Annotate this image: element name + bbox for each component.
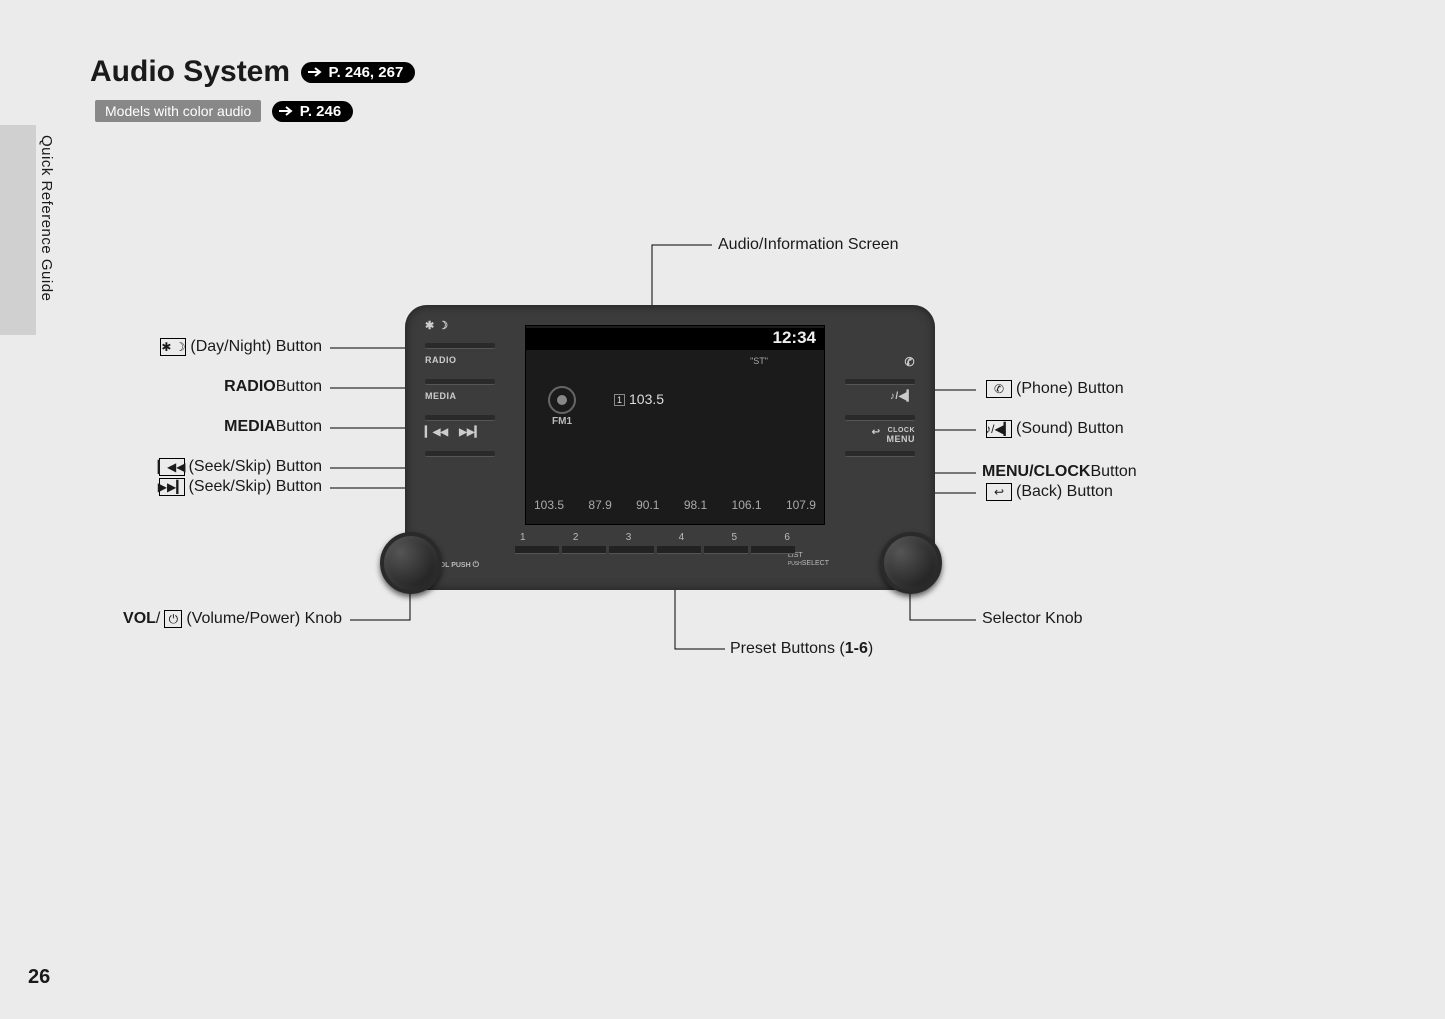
selector-knob[interactable] [880,532,942,594]
preset-button-row[interactable] [515,546,795,554]
radio-button[interactable]: RADIO [425,355,515,391]
preset-freq: 106.1 [732,498,762,512]
seek-prev-icon: ▎◀◀ [159,458,185,476]
callout-screen: Audio/Information Screen [718,236,899,254]
preset-freq-row: 103.5 87.9 90.1 98.1 106.1 107.9 [534,498,816,512]
seek-skip-buttons[interactable]: ▎◀◀ ▶▶▎ [425,427,515,463]
clock-display: 12:34 [773,328,816,348]
subtitle-ref-badge: P. 246 [272,101,353,122]
menu-clock-back-button[interactable]: ↩CLOCKMENU [825,427,915,463]
page-ref-badge: P. 246, 267 [301,62,416,83]
phone-icon: ✆ [986,380,1012,398]
preset-freq: 98.1 [684,498,707,512]
callout-back: ↩(Back) Button [982,483,1113,501]
callout-radio: RADIO Button [224,378,322,396]
arrow-icon [278,105,296,117]
subheader: Models with color audio P. 246 [95,100,353,122]
right-button-column: ✆ ♪/◀▎ ↩CLOCKMENU [825,355,915,463]
preset-numbers-row: 1 2 3 4 5 6 [520,532,790,543]
callout-menu-clock: MENU/CLOCK Button [982,463,1137,481]
arrow-icon [307,66,325,78]
seek-next-icon: ▶▶▎ [159,478,185,496]
side-label: Quick Reference Guide [38,135,55,301]
page-ref-text: P. 246, 267 [329,64,404,81]
callout-day-night: ✱ ☽(Day/Night) Button [156,338,322,356]
page-title: Audio System [90,55,290,89]
callout-seek-next: ▶▶▎(Seek/Skip) Button [155,478,322,496]
callout-vol-knob: VOL/⏻(Volume/Power) Knob [123,610,342,628]
info-screen: 12:34 "ST" FM1 1103.5 103.5 87.9 90.1 98… [525,325,825,525]
subtitle-pill: Models with color audio [95,100,261,122]
callout-seek-prev: ▎◀◀(Seek/Skip) Button [155,458,322,476]
callout-phone: ✆(Phone) Button [982,380,1124,398]
list-select-label: LISTPUSHSELECT [788,552,829,568]
diagram-area: 12:34 "ST" FM1 1103.5 103.5 87.9 90.1 98… [80,230,1360,730]
sound-icon: ♪/◀▎ [986,420,1012,438]
frequency-display: 1103.5 [614,391,664,407]
sound-button[interactable]: ♪/◀▎ [825,391,915,427]
volume-knob[interactable] [380,532,442,594]
band-icon: FM1 [548,386,576,427]
callout-selector-knob: Selector Knob [982,610,1083,628]
subtitle-ref-text: P. 246 [300,103,341,120]
preset-freq: 90.1 [636,498,659,512]
preset-indicator: 1 [614,394,625,406]
preset-freq: 103.5 [534,498,564,512]
media-button[interactable]: MEDIA [425,391,515,427]
phone-button[interactable]: ✆ [825,355,915,391]
power-icon: ⏻ [164,610,182,628]
stereo-indicator: "ST" [750,356,768,366]
band-text: FM1 [548,416,576,427]
back-icon: ↩ [986,483,1012,501]
callout-media: MEDIA Button [224,418,322,436]
preset-freq: 87.9 [588,498,611,512]
callout-sound: ♪/◀▎(Sound) Button [982,420,1124,438]
screen-topbar: 12:34 [526,328,824,350]
side-tab [0,125,36,335]
left-button-column: ✱ ☽ RADIO MEDIA ▎◀◀ ▶▶▎ [425,319,515,463]
page-number: 26 [28,966,50,989]
callout-presets: Preset Buttons (1-6) [730,640,873,658]
day-night-button[interactable]: ✱ ☽ [425,319,515,355]
page-header: Audio System P. 246, 267 [90,55,415,89]
preset-freq: 107.9 [786,498,816,512]
day-night-icon: ✱ ☽ [160,338,186,356]
